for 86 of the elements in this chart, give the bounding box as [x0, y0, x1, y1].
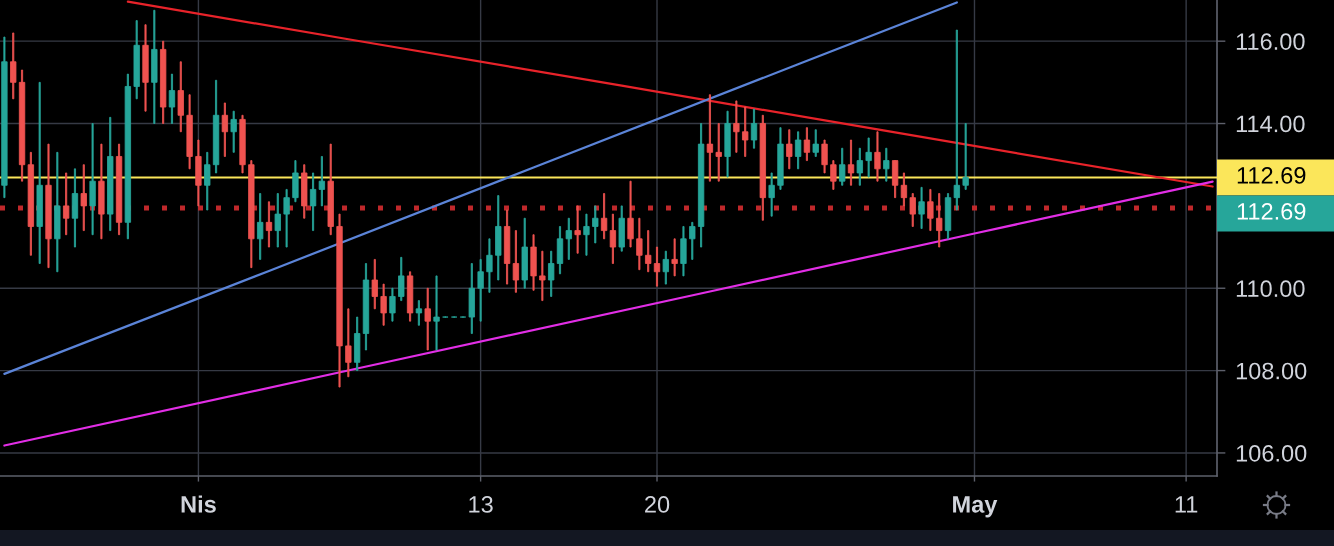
candlestick	[495, 195, 502, 281]
candlestick	[742, 106, 749, 157]
candlestick	[856, 147, 863, 186]
candlestick	[918, 186, 925, 229]
candlestick	[724, 110, 731, 178]
candlestick	[336, 213, 343, 388]
candlestick	[371, 258, 378, 310]
candlestick	[909, 193, 916, 227]
candlestick	[133, 20, 140, 100]
candlestick	[539, 250, 546, 302]
candlestick	[327, 143, 334, 236]
candlestick	[883, 147, 890, 182]
ref-line-label: 112.69	[1237, 167, 1306, 184]
text: 112.69	[1237, 203, 1306, 220]
candlestick	[151, 9, 158, 124]
candlestick	[689, 221, 696, 260]
candlestick	[645, 230, 652, 273]
candlestick	[574, 205, 581, 254]
candlestick	[821, 139, 828, 174]
candlestick	[927, 188, 934, 232]
candlestick	[486, 238, 493, 293]
candlestick	[812, 129, 819, 157]
candlestick	[786, 129, 793, 170]
candlestick	[186, 94, 193, 170]
candlestick	[10, 32, 17, 100]
candlestick	[874, 131, 881, 182]
candlestick	[671, 238, 678, 277]
candlestick	[292, 160, 299, 203]
candlestick	[345, 308, 352, 378]
candlestick	[962, 123, 969, 190]
y-tick-label: 116.00	[1236, 33, 1305, 50]
candlestick	[424, 287, 431, 351]
candlestick	[777, 127, 784, 190]
candlestick	[565, 217, 572, 260]
x-tick-label: 13	[469, 496, 493, 513]
candlestick	[142, 24, 149, 112]
line-series	[126, 0, 1214, 188]
candlestick	[98, 143, 105, 240]
x-tick-label: 20	[645, 496, 670, 513]
x-tick-label: May	[953, 496, 998, 518]
candlestick	[398, 256, 405, 302]
candlestick	[715, 123, 722, 182]
candlestick	[768, 172, 775, 217]
candlestick	[204, 151, 211, 211]
y-tick-label: 106.00	[1236, 445, 1307, 462]
candlestick	[389, 287, 396, 322]
candlestick	[548, 250, 555, 297]
candlestick	[248, 160, 255, 269]
line-series	[3, 1, 958, 375]
y-tick-label: 108.00	[1236, 362, 1307, 380]
candlestick	[36, 81, 43, 264]
y-tick-label: 110.00	[1236, 280, 1305, 298]
candlestick	[195, 139, 202, 207]
candlestick	[936, 193, 943, 248]
candlestick	[627, 180, 634, 248]
candlestick	[953, 29, 960, 211]
candlestick	[477, 258, 484, 322]
candlestick	[45, 143, 52, 269]
candlestick	[592, 205, 599, 244]
candlestick	[530, 234, 537, 291]
candlestick	[274, 193, 281, 248]
candlestick	[680, 226, 687, 277]
candlestick	[62, 172, 70, 236]
y-tick-label: 114.00	[1236, 115, 1305, 133]
candlestick	[830, 160, 837, 190]
x-tick-label: 11	[1175, 496, 1198, 513]
candlestick	[706, 94, 714, 182]
candlestick	[380, 283, 387, 326]
candlestick	[433, 275, 440, 351]
line-series	[3, 180, 1214, 447]
candlestick	[583, 213, 590, 256]
candlestick	[89, 123, 96, 236]
candlestick	[54, 151, 61, 273]
candlestick	[839, 147, 846, 186]
candlestick	[618, 205, 625, 252]
candlestick	[521, 217, 528, 289]
candlestick	[283, 188, 290, 248]
candlestick	[257, 193, 264, 260]
candlestick	[865, 137, 872, 178]
candlestick	[301, 164, 308, 219]
x-tick-label: Nis	[181, 495, 216, 513]
candlestick	[733, 100, 740, 153]
candlestick	[636, 217, 643, 271]
candlestick	[80, 164, 87, 232]
candlestick	[230, 110, 237, 153]
candlestick	[415, 300, 423, 326]
